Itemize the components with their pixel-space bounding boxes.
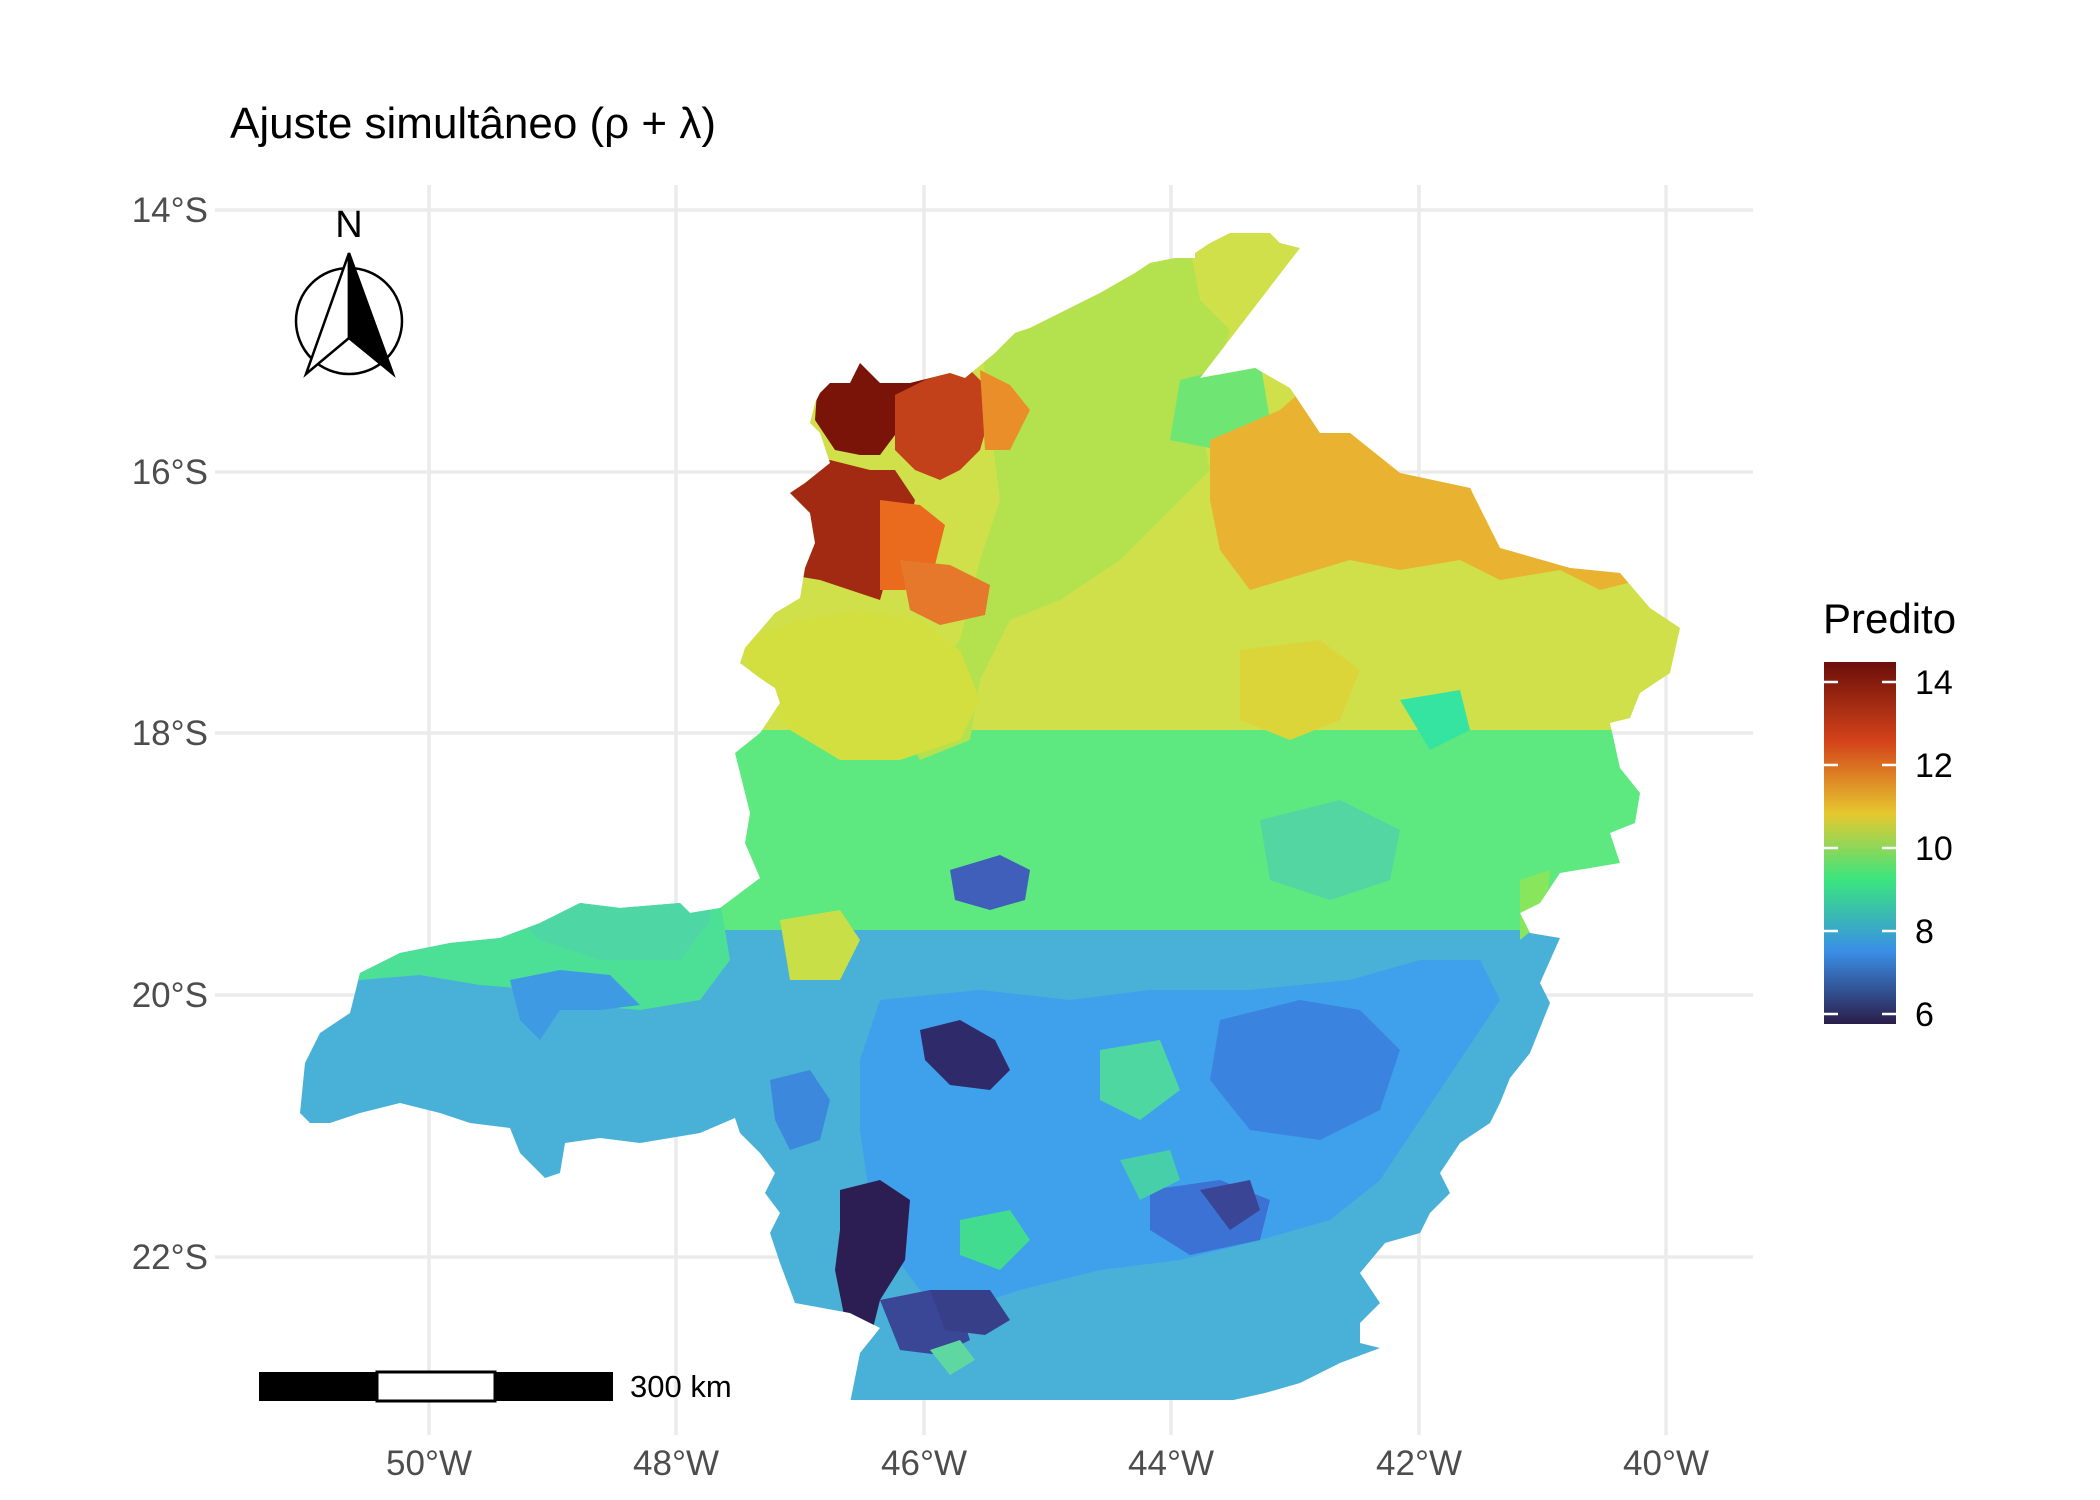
region-navy-north xyxy=(950,855,1030,910)
region-north-central-green xyxy=(900,245,1230,760)
legend-label: 6 xyxy=(1915,996,1934,1034)
legend-title: Predito xyxy=(1823,595,1956,642)
region-central-yellow-3 xyxy=(780,910,860,980)
scale-bar-label: 300 km xyxy=(630,1369,732,1404)
region-central-teal xyxy=(1260,800,1400,900)
region-navy-east xyxy=(1200,1180,1260,1230)
x-tick-label: 50°W xyxy=(386,1444,472,1483)
y-tick-label: 18°S xyxy=(132,714,208,753)
north-arrow: N xyxy=(294,204,404,378)
y-tick-label: 22°S xyxy=(132,1238,208,1277)
region-central-green-east xyxy=(1400,690,1470,750)
region-northwest-orange-3 xyxy=(900,560,990,625)
scale-bar-seg-2 xyxy=(375,1370,497,1403)
region-blue-west-strip xyxy=(770,1070,830,1150)
legend: Predito 14 12 10 8 6 xyxy=(1823,595,1956,1034)
region-triangle-green xyxy=(300,785,730,1010)
legend-label: 8 xyxy=(1915,913,1934,951)
region-navy-central xyxy=(920,1020,1010,1090)
region-central-green-east-2 xyxy=(1520,870,1550,940)
y-axis-labels: 14°S 16°S 18°S 20°S 22°S xyxy=(132,191,208,1277)
scale-bar-seg-1 xyxy=(259,1372,377,1401)
north-arrow-left-half xyxy=(303,252,351,378)
legend-colorbar xyxy=(1824,662,1896,1024)
region-navy-southwest xyxy=(835,1180,910,1340)
region-south-green-patch-2 xyxy=(960,1210,1030,1270)
x-tick-label: 46°W xyxy=(881,1444,967,1483)
region-navy-south xyxy=(930,1290,1010,1335)
x-axis-labels: 50°W 48°W 46°W 44°W 42°W 40°W xyxy=(386,1444,1709,1483)
region-green-south-edge xyxy=(930,1340,975,1375)
x-tick-label: 42°W xyxy=(1376,1444,1462,1483)
x-tick-label: 48°W xyxy=(633,1444,719,1483)
region-south-green-patch-3 xyxy=(1120,1150,1180,1200)
north-arrow-right-half xyxy=(347,252,396,378)
scale-bar-seg-3 xyxy=(495,1372,613,1401)
region-northeast-orange xyxy=(1390,360,1500,455)
region-triangle-yellow xyxy=(455,800,520,845)
region-central-yellow xyxy=(740,610,980,760)
legend-ticks xyxy=(1824,680,1896,1016)
y-tick-label: 14°S xyxy=(132,191,208,230)
north-letter: N xyxy=(335,204,362,246)
legend-label: 10 xyxy=(1915,830,1953,868)
map-title: Ajuste simultâneo (ρ + λ) xyxy=(230,99,716,148)
x-tick-label: 44°W xyxy=(1128,1444,1214,1483)
region-northwest-orange-2 xyxy=(980,370,1030,450)
legend-label: 14 xyxy=(1915,664,1953,702)
legend-label: 12 xyxy=(1915,747,1953,785)
y-tick-label: 20°S xyxy=(132,976,208,1015)
scale-bar: 300 km xyxy=(259,1369,732,1404)
region-central-yellow-2 xyxy=(1240,640,1360,740)
region-northwest-red xyxy=(895,365,990,480)
y-tick-label: 16°S xyxy=(132,453,208,492)
region-south-blue xyxy=(1210,1000,1400,1140)
region-south-green-patch xyxy=(1100,1040,1180,1120)
x-tick-label: 40°W xyxy=(1623,1444,1709,1483)
choropleth-map xyxy=(300,233,1680,1400)
region-triangle-blue xyxy=(510,970,640,1040)
